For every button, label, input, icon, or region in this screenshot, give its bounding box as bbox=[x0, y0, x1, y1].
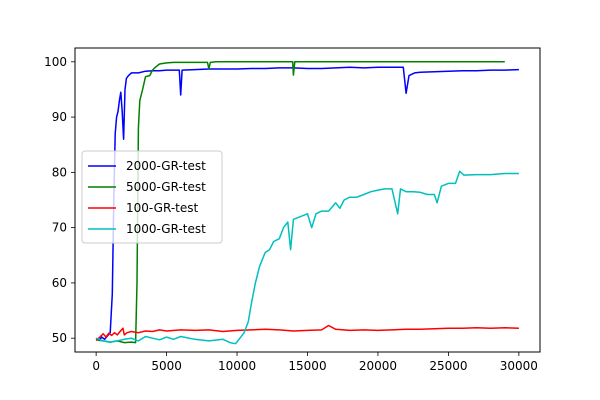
y-tick-label: 60 bbox=[52, 276, 67, 290]
x-tick-label: 15000 bbox=[288, 359, 326, 373]
x-tick-label: 0 bbox=[92, 359, 100, 373]
x-tick-label: 25000 bbox=[429, 359, 467, 373]
y-tick-label: 70 bbox=[52, 221, 67, 235]
x-tick-label: 5000 bbox=[151, 359, 182, 373]
y-tick-label: 90 bbox=[52, 110, 67, 124]
x-tick-label: 30000 bbox=[500, 359, 538, 373]
legend-label: 100-GR-test bbox=[126, 201, 198, 215]
x-tick-label: 20000 bbox=[359, 359, 397, 373]
series-line-100-gr-test bbox=[95, 324, 519, 341]
series-line-2000-gr-test bbox=[95, 66, 519, 342]
series-line-1000-gr-test bbox=[95, 170, 519, 345]
x-tick-label: 10000 bbox=[218, 359, 256, 373]
y-tick-label: 80 bbox=[52, 165, 67, 179]
legend-box bbox=[81, 150, 223, 244]
legend-label: 5000-GR-test bbox=[126, 180, 206, 194]
y-axis-ticks: 50 60 70 80 90 100 bbox=[44, 55, 75, 345]
legend-label: 2000-GR-test bbox=[126, 159, 206, 173]
legend: 2000-GR-test 5000-GR-test 100-GR-test 1000-… bbox=[81, 150, 223, 244]
y-tick-label: 50 bbox=[52, 331, 67, 345]
y-tick-label: 100 bbox=[44, 55, 67, 69]
legend-label: 1000-GR-test bbox=[126, 222, 206, 236]
series-line-5000-gr-test bbox=[95, 61, 505, 344]
series-lines bbox=[95, 61, 519, 345]
x-axis-ticks: 0 5000 10000 15000 20000 25000 30000 bbox=[92, 352, 538, 373]
